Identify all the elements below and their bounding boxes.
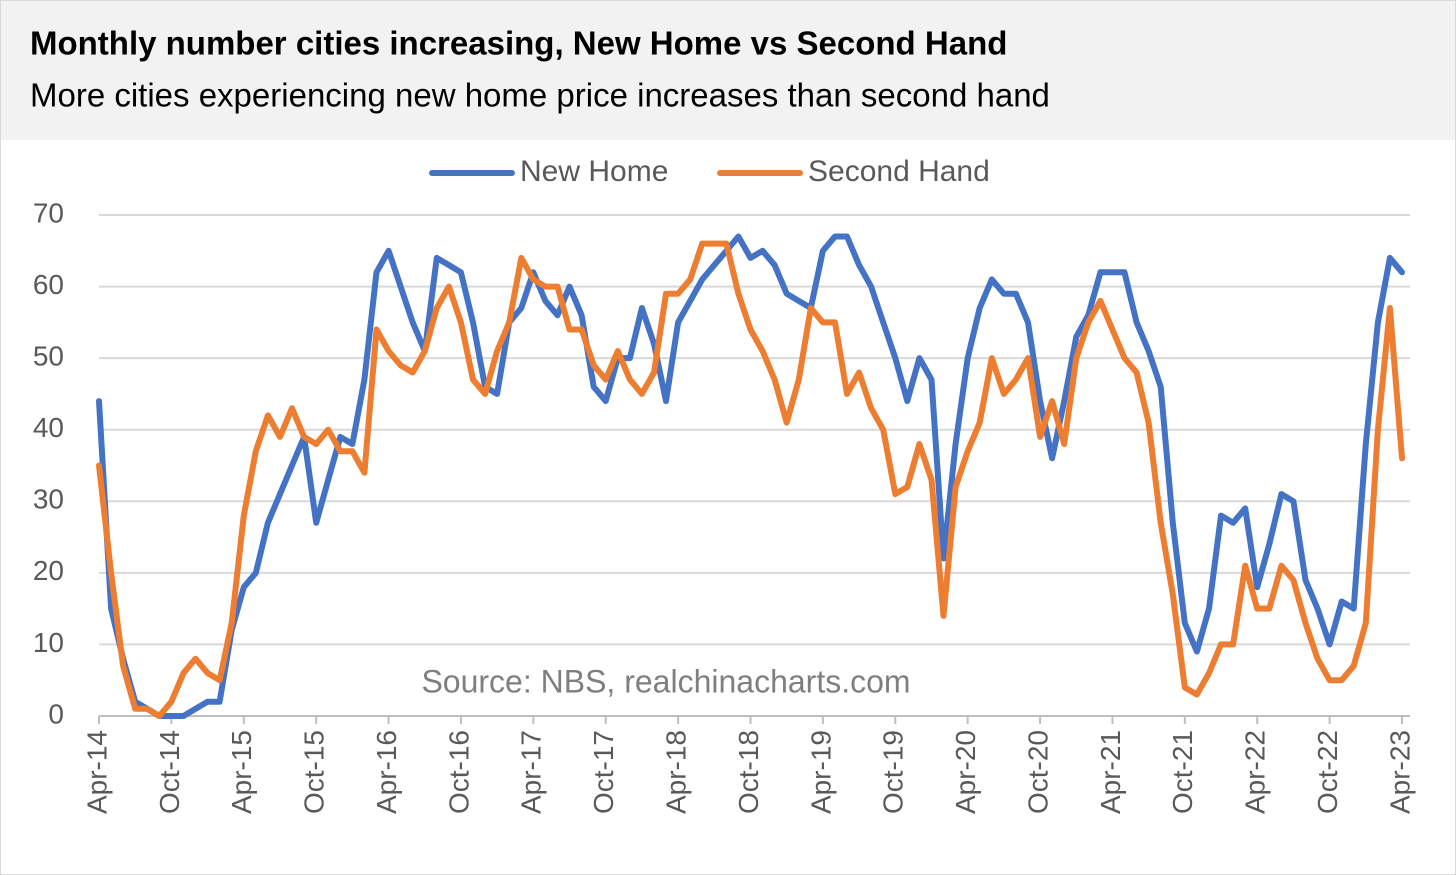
x-tick-label: Apr-17 — [516, 730, 547, 814]
x-tick-label: Oct-16 — [443, 730, 474, 814]
x-tick-label: Oct-19 — [878, 730, 909, 814]
header-band — [0, 0, 1456, 140]
chart-title: Monthly number cities increasing, New Ho… — [30, 25, 1007, 62]
x-tick-label: Apr-16 — [371, 730, 402, 814]
y-tick-label: 50 — [33, 341, 64, 372]
series-line — [96, 240, 1405, 719]
x-tick-label: Apr-23 — [1384, 730, 1415, 814]
x-tick-label: Apr-21 — [1095, 730, 1126, 814]
x-tick-label: Oct-21 — [1167, 730, 1198, 814]
x-tick-label: Apr-15 — [226, 730, 257, 814]
x-tick-label: Apr-20 — [950, 730, 981, 814]
y-tick-label: 30 — [33, 484, 64, 515]
x-tick-label: Apr-19 — [805, 730, 836, 814]
y-tick-label: 0 — [48, 698, 64, 729]
y-tick-label: 40 — [33, 412, 64, 443]
x-tick-label: Apr-22 — [1240, 730, 1271, 814]
x-tick-label: Apr-14 — [81, 730, 112, 814]
legend-label: Second Hand — [808, 155, 990, 188]
series-line — [96, 233, 1405, 719]
x-tick-label: Oct-14 — [154, 730, 185, 814]
y-tick-label: 60 — [33, 269, 64, 300]
x-tick-label: Oct-22 — [1312, 730, 1343, 814]
y-tick-label: 20 — [33, 555, 64, 586]
y-tick-label: 70 — [33, 197, 64, 228]
x-tick-label: Oct-15 — [299, 730, 330, 814]
source-note: Source: NBS, realchinacharts.com — [421, 663, 910, 699]
chart-subtitle: More cities experiencing new home price … — [30, 77, 1050, 114]
x-tick-label: Apr-18 — [661, 730, 692, 814]
y-tick-label: 10 — [33, 627, 64, 658]
x-tick-label: Oct-17 — [588, 730, 619, 814]
legend-label: New Home — [520, 155, 668, 188]
x-tick-label: Oct-20 — [1022, 730, 1053, 814]
x-tick-label: Oct-18 — [733, 730, 764, 814]
